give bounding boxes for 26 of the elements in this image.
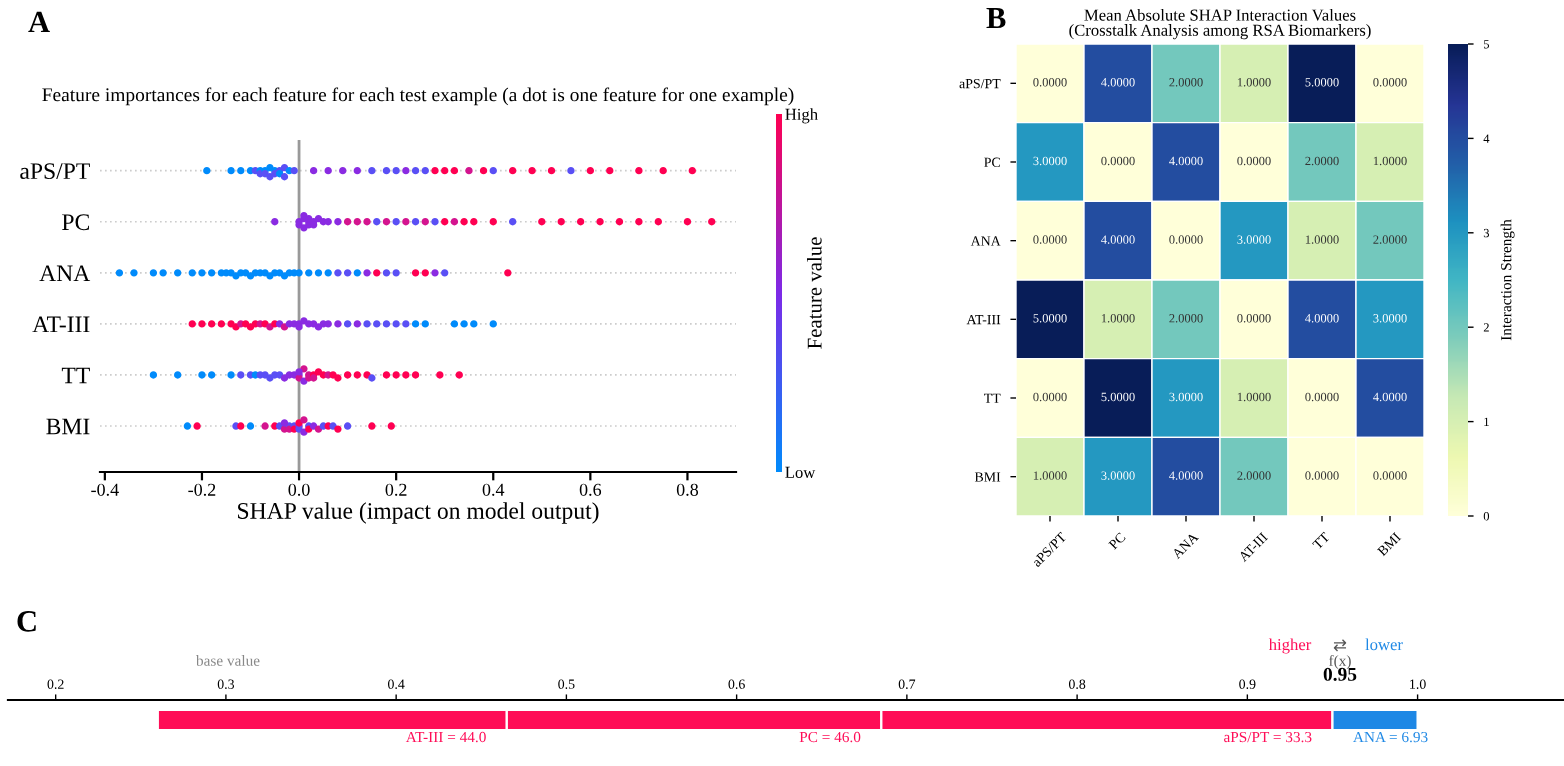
x-tick-label: 0.6 bbox=[579, 483, 602, 496]
x-axis-title: SHAP value (impact on model output) bbox=[238, 502, 599, 524]
text: Low bbox=[785, 466, 816, 478]
text: ⇄ bbox=[1333, 639, 1347, 652]
text: A bbox=[28, 11, 50, 32]
x-tick-label: 0.4 bbox=[482, 483, 505, 496]
x-tick-label: -0.4 bbox=[91, 483, 119, 496]
y-tick-label: PC bbox=[62, 214, 89, 231]
text: High bbox=[785, 108, 818, 124]
text: lower bbox=[1365, 638, 1403, 651]
x-tick-label: 0.2 bbox=[385, 483, 407, 496]
text: C bbox=[17, 611, 36, 632]
text: higher bbox=[1268, 638, 1312, 654]
chart-title: Mean Absolute SHAP Interaction Values (Crosstalk Analysis among RSA Biomarkers) bbox=[1069, 8, 1371, 40]
y-tick-label: ANA bbox=[39, 265, 91, 281]
text: 0.95 bbox=[1323, 667, 1357, 681]
chart-title: Feature importances for each feature for each test example (a dot is one feature for one example) bbox=[42, 87, 794, 106]
x-tick-label: -0.2 bbox=[188, 483, 216, 496]
y-tick-label: TT bbox=[61, 367, 90, 384]
x-tick-label: 0.0 bbox=[288, 483, 310, 496]
color-bar-title: Feature value bbox=[807, 237, 822, 349]
y-tick-label: BMI bbox=[46, 418, 90, 435]
y-tick-label: aPS/PT bbox=[20, 163, 90, 180]
text: B bbox=[986, 7, 1006, 29]
y-tick-label: AT-III bbox=[32, 316, 90, 333]
x-tick-label: 0.8 bbox=[676, 483, 699, 496]
